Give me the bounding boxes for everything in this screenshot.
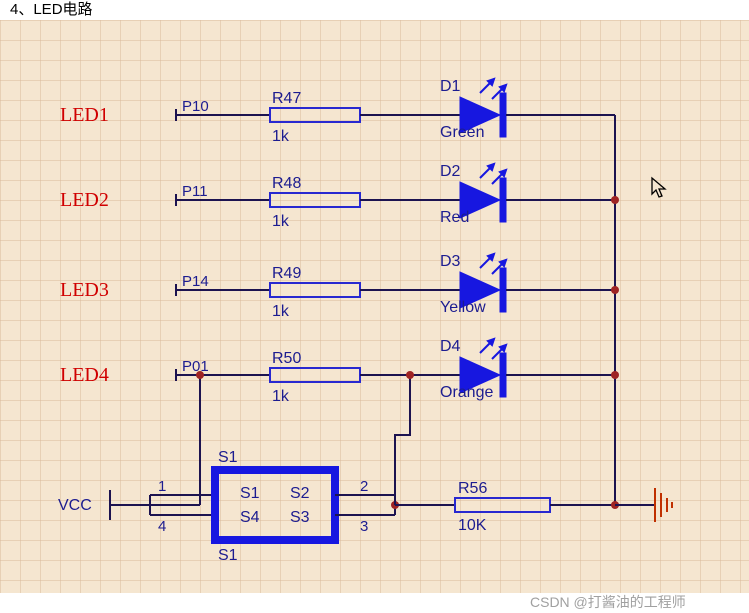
switch-cell-s4: S4 (240, 509, 260, 526)
diagram-title: 4、LED电路 (10, 1, 93, 18)
resistor-val: 1k (272, 213, 290, 230)
resistor-ref: R49 (272, 265, 301, 282)
r56-val: 10K (458, 517, 487, 534)
switch-cell-s3: S3 (290, 509, 310, 526)
pin-1: 1 (158, 478, 166, 495)
diode-color: Red (440, 209, 469, 226)
net-label: LED4 (60, 364, 109, 386)
diode-ref: D3 (440, 253, 461, 270)
resistor-val: 1k (272, 303, 290, 320)
junction-p01 (196, 371, 204, 379)
junction (611, 286, 619, 294)
r56-ref: R56 (458, 480, 487, 497)
resistor-ref: R47 (272, 90, 301, 107)
pin-3: 3 (360, 518, 368, 535)
net-label: LED1 (60, 104, 109, 126)
net-label: LED2 (60, 189, 109, 211)
diode-ref: D4 (440, 338, 461, 355)
diode-color: Yellow (440, 299, 486, 316)
pin-label: P14 (182, 273, 209, 290)
junction-d4-tap (406, 371, 414, 379)
switch-cell-s1: S1 (240, 485, 260, 502)
vcc-label: VCC (58, 497, 92, 514)
resistor-val: 1k (272, 128, 290, 145)
pin-2: 2 (360, 478, 368, 495)
diode-color: Orange (440, 384, 493, 401)
diode-color: Green (440, 124, 484, 141)
junction (611, 196, 619, 204)
pin-label: P11 (182, 183, 208, 200)
resistor-val: 1k (272, 388, 290, 405)
net-label: LED3 (60, 279, 109, 301)
switch-ref-top: S1 (218, 449, 238, 466)
resistor-ref: R50 (272, 350, 301, 367)
footer-watermark: CSDN @打酱油的工程师 (530, 594, 686, 610)
pin-4: 4 (158, 518, 166, 535)
resistor-ref: R48 (272, 175, 301, 192)
grid-background (0, 20, 749, 593)
junction (611, 371, 619, 379)
switch-ref-bottom: S1 (218, 547, 238, 564)
diode-ref: D2 (440, 163, 461, 180)
switch-cell-s2: S2 (290, 485, 310, 502)
pin-label: P10 (182, 98, 209, 115)
diode-ref: D1 (440, 78, 461, 95)
pin-label: P01 (182, 358, 209, 375)
title-bar (0, 0, 749, 20)
